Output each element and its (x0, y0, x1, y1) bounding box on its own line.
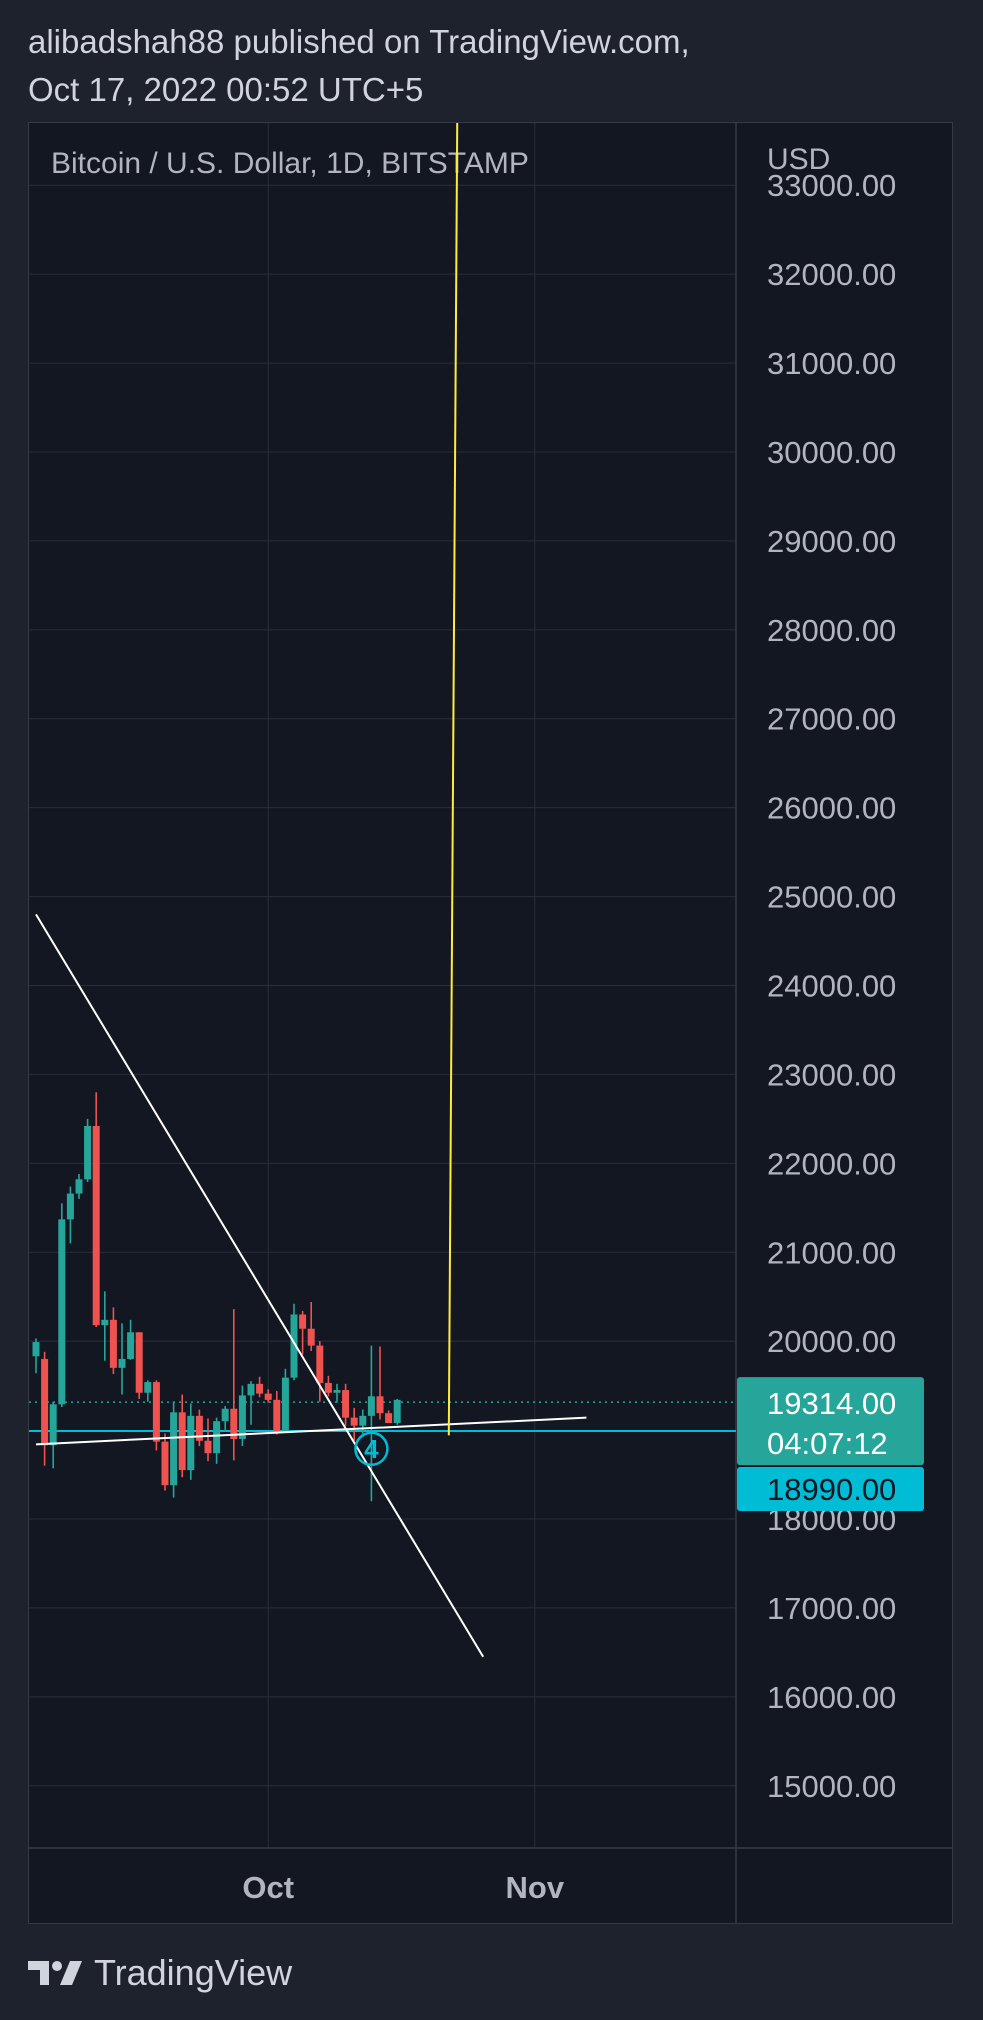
candle-body (359, 1415, 367, 1426)
last-price-tag (737, 1377, 924, 1466)
price-tick-label: 27000.00 (767, 702, 896, 737)
time-tick-label: Nov (506, 1870, 565, 1905)
price-tick-label: 30000.00 (767, 435, 896, 470)
plot-layer: 4 (29, 123, 736, 1658)
candle-body (324, 1382, 332, 1393)
chart-panel[interactable]: Bitcoin / U.S. Dollar, 1D, BITSTAMP USD 33… (28, 122, 953, 1924)
footer: TradingView (28, 1950, 292, 1996)
candle-body (367, 1396, 375, 1416)
candle-body (376, 1396, 384, 1414)
candle-body (281, 1377, 289, 1431)
candle-body (273, 1399, 281, 1431)
price-scale-unit: USD (767, 143, 830, 176)
candle-body (256, 1383, 264, 1394)
candle-body (170, 1412, 178, 1486)
candle-body (204, 1440, 212, 1454)
candle-body (144, 1382, 152, 1393)
wave-label-text: 4 (364, 1434, 379, 1464)
candle-body (92, 1125, 100, 1326)
candle-body (195, 1415, 203, 1441)
candle-body (333, 1390, 341, 1393)
candle-body (264, 1393, 272, 1400)
candle-body (58, 1219, 66, 1405)
candle-body (101, 1319, 109, 1326)
wave-label-circle (354, 1431, 389, 1467)
candle-body (238, 1395, 246, 1439)
candle-body (307, 1328, 315, 1346)
candle-body (152, 1382, 160, 1442)
candle-body (178, 1412, 186, 1471)
price-tick-label: 21000.00 (767, 1235, 896, 1270)
candle-body (290, 1314, 298, 1378)
candle-body (32, 1342, 40, 1357)
candle-body (49, 1404, 57, 1446)
candle-body (66, 1193, 74, 1220)
publish-header: alibadshah88 published on TradingView.co… (28, 18, 690, 114)
candle-body (41, 1358, 49, 1446)
price-tick-label: 28000.00 (767, 613, 896, 648)
footer-brand: TradingView (94, 1952, 293, 1993)
price-tick-label: 20000.00 (767, 1324, 896, 1359)
price-tick-label: 16000.00 (767, 1680, 896, 1715)
candle-body (221, 1408, 229, 1422)
candle-body (118, 1358, 126, 1368)
price-tick-label: 33000.00 (767, 168, 896, 203)
candle-body (135, 1332, 143, 1393)
candle-body (247, 1383, 255, 1396)
publish-date: Oct 17, 2022 00:52 UTC+5 (28, 71, 424, 108)
price-tick-label: 25000.00 (767, 880, 896, 915)
price-tick-label: 31000.00 (767, 346, 896, 381)
time-tick-label: Oct (242, 1870, 294, 1905)
candle-body (316, 1345, 324, 1383)
price-tick-label: 32000.00 (767, 257, 896, 292)
trendline (35, 1416, 587, 1446)
countdown-label: 04:07:12 (767, 1426, 888, 1461)
candle-body (230, 1408, 238, 1439)
candle-body (299, 1314, 307, 1329)
price-tick-label: 23000.00 (767, 1057, 896, 1092)
candle-body (393, 1399, 401, 1423)
tradingview-logo-icon (28, 1961, 82, 1985)
vertical-projection-line (447, 123, 459, 1436)
candle-body (109, 1319, 117, 1368)
price-tick-label: 15000.00 (767, 1769, 896, 1804)
level-price-tag (737, 1466, 924, 1511)
trendline (35, 913, 485, 1658)
chart-svg[interactable]: Bitcoin / U.S. Dollar, 1D, BITSTAMP USD33… (29, 123, 952, 1923)
candle-body (342, 1390, 350, 1418)
chart-title: Bitcoin / U.S. Dollar, 1D, BITSTAMP (51, 147, 529, 180)
price-tick-label: 22000.00 (767, 1146, 896, 1181)
candle-body (75, 1179, 83, 1194)
candle-body (84, 1125, 92, 1180)
price-tick-label: 24000.00 (767, 969, 896, 1004)
candle-body (161, 1441, 169, 1486)
candle-body (350, 1417, 358, 1426)
candle-body (385, 1413, 393, 1423)
price-tick-label: 29000.00 (767, 524, 896, 559)
last-price-label: 19314.00 (767, 1386, 896, 1421)
candle-body (187, 1415, 195, 1471)
price-tick-label: 26000.00 (767, 791, 896, 826)
candle-body (127, 1332, 135, 1359)
candle-body (213, 1421, 221, 1454)
publisher-line: alibadshah88 published on TradingView.co… (28, 23, 690, 60)
price-tick-label: 17000.00 (767, 1591, 896, 1626)
level-price-label: 18990.00 (767, 1472, 896, 1507)
